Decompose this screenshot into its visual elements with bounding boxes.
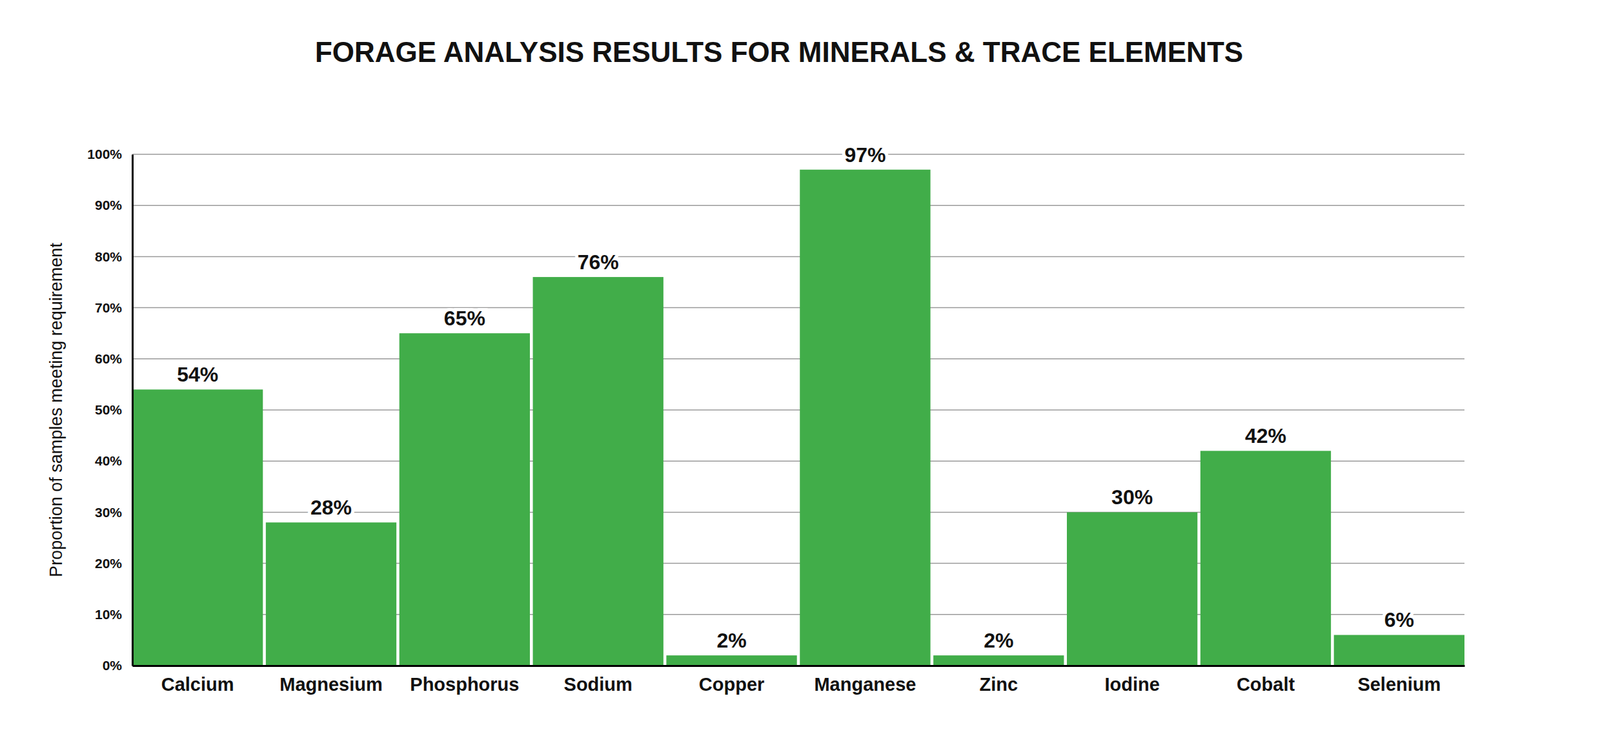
y-tick-label: 100% bbox=[87, 146, 122, 162]
y-tick: 100% bbox=[87, 146, 133, 162]
bar bbox=[666, 655, 797, 666]
y-tick-label: 70% bbox=[94, 300, 122, 315]
data-label: 97% bbox=[844, 143, 886, 167]
grid-line bbox=[132, 256, 1465, 258]
y-tick: 10% bbox=[94, 606, 133, 622]
x-tick-label: Iodine bbox=[1104, 673, 1160, 695]
grid-line bbox=[132, 153, 1465, 155]
grid-line bbox=[132, 409, 1465, 411]
data-label: 54% bbox=[176, 362, 219, 386]
x-tick-label: Magnesium bbox=[279, 673, 383, 695]
bar bbox=[933, 655, 1064, 666]
x-tick-label: Cobalt bbox=[1236, 673, 1296, 695]
x-tick-label: Sodium bbox=[564, 673, 633, 695]
bar bbox=[1334, 634, 1465, 666]
y-tick: 40% bbox=[94, 453, 133, 468]
x-tick: Selenium bbox=[1357, 665, 1441, 695]
y-tick-label: 50% bbox=[94, 402, 122, 417]
y-tick: 70% bbox=[94, 300, 133, 315]
y-tick-label: 80% bbox=[94, 249, 122, 264]
y-tick-label: 0% bbox=[102, 657, 123, 673]
x-tick-label: Phosphorus bbox=[409, 673, 519, 695]
x-tick-label: Manganese bbox=[813, 673, 916, 695]
y-tick: 20% bbox=[94, 555, 133, 571]
y-tick: 80% bbox=[94, 249, 133, 264]
y-tick: 50% bbox=[94, 402, 133, 417]
x-tick: Phosphorus bbox=[409, 665, 519, 695]
bar bbox=[132, 389, 263, 666]
data-label: 6% bbox=[1384, 607, 1415, 632]
grid-line bbox=[132, 664, 1465, 667]
data-label: 2% bbox=[716, 628, 747, 652]
y-tick-label: 10% bbox=[94, 606, 122, 622]
bar bbox=[799, 169, 931, 666]
x-tick: Calcium bbox=[161, 665, 235, 695]
x-tick-label: Calcium bbox=[161, 673, 235, 695]
data-label: 42% bbox=[1245, 424, 1287, 448]
y-tick-label: 40% bbox=[94, 453, 122, 468]
data-label: 28% bbox=[310, 495, 352, 519]
y-tick-label: 90% bbox=[94, 197, 122, 213]
bar bbox=[265, 522, 397, 666]
y-axis: 0% 10% 20% 30% 40% 50% 60% 70% 80% 90% 100% bbox=[87, 146, 133, 673]
bars bbox=[132, 169, 1465, 666]
x-tick: Copper bbox=[698, 665, 765, 695]
bar bbox=[1066, 511, 1198, 666]
y-tick-label: 60% bbox=[94, 351, 122, 366]
x-tick: Sodium bbox=[564, 665, 633, 695]
grid-line bbox=[132, 358, 1465, 360]
data-label: 30% bbox=[1111, 485, 1153, 509]
grid-line bbox=[132, 307, 1465, 309]
x-tick: Cobalt bbox=[1236, 665, 1296, 695]
data-label: 76% bbox=[577, 250, 619, 274]
y-axis-line bbox=[131, 154, 134, 667]
x-tick-label: Selenium bbox=[1357, 673, 1441, 695]
x-tick: Iodine bbox=[1104, 665, 1160, 695]
data-label: 65% bbox=[444, 306, 486, 330]
x-axis: Calcium Magnesium Phosphorus Sodium Copper Ma… bbox=[132, 665, 1466, 695]
x-tick: Magnesium bbox=[279, 665, 383, 695]
y-tick: 90% bbox=[94, 197, 133, 213]
x-axis-line bbox=[132, 664, 1466, 667]
data-label: 2% bbox=[983, 628, 1014, 652]
x-tick-label: Zinc bbox=[979, 673, 1018, 695]
bar bbox=[399, 333, 530, 666]
x-tick: Manganese bbox=[813, 665, 916, 695]
y-tick-label: 30% bbox=[94, 504, 122, 520]
y-axis-title: Proportion of samples meeting requiremen… bbox=[46, 242, 66, 578]
grid bbox=[132, 154, 1465, 666]
bar bbox=[1200, 450, 1331, 666]
data-labels: 54% 28% 65% 76% 2% 97% 2% 30% 42% 6% bbox=[176, 143, 1415, 652]
x-tick: Zinc bbox=[979, 665, 1018, 695]
x-tick-label: Copper bbox=[698, 673, 765, 695]
y-tick: 60% bbox=[94, 351, 133, 366]
bar bbox=[533, 276, 664, 666]
y-tick: 30% bbox=[94, 504, 133, 520]
title: FORAGE ANALYSIS RESULTS FOR MINERALS & T… bbox=[314, 36, 1244, 68]
grid-line bbox=[132, 204, 1465, 206]
y-tick: 0% bbox=[102, 657, 133, 673]
chart: FORAGE ANALYSIS RESULTS FOR MINERALS & T… bbox=[0, 0, 1600, 736]
y-tick-label: 20% bbox=[94, 555, 122, 571]
